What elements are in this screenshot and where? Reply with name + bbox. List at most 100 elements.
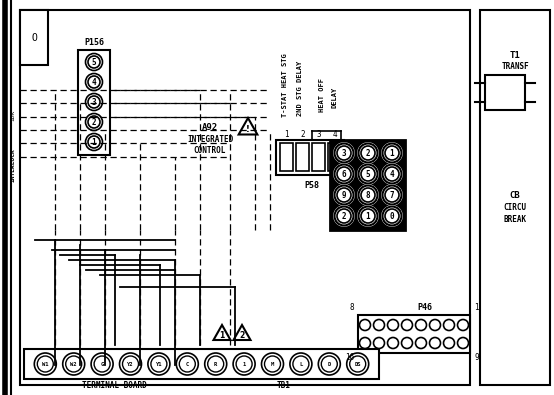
Text: A92: A92 bbox=[202, 122, 218, 132]
Circle shape bbox=[361, 188, 375, 202]
Circle shape bbox=[337, 167, 351, 181]
Circle shape bbox=[373, 337, 384, 348]
Text: Y1: Y1 bbox=[156, 361, 162, 367]
Text: 9: 9 bbox=[342, 190, 346, 199]
Circle shape bbox=[321, 356, 337, 372]
Text: 0: 0 bbox=[389, 211, 394, 220]
Circle shape bbox=[361, 146, 375, 160]
Circle shape bbox=[261, 353, 284, 375]
Text: 2: 2 bbox=[366, 149, 370, 158]
Circle shape bbox=[85, 113, 102, 130]
Circle shape bbox=[358, 143, 377, 162]
Circle shape bbox=[151, 356, 167, 372]
Bar bbox=[276, 140, 344, 175]
Text: D: D bbox=[327, 361, 331, 367]
Circle shape bbox=[176, 353, 198, 375]
Bar bbox=[480, 10, 550, 385]
Text: 6: 6 bbox=[342, 169, 346, 179]
Text: 1: 1 bbox=[219, 331, 224, 340]
Text: DS: DS bbox=[355, 361, 361, 367]
Circle shape bbox=[382, 164, 402, 184]
Bar bbox=[312, 143, 325, 171]
Circle shape bbox=[334, 143, 354, 163]
Circle shape bbox=[337, 209, 351, 223]
Text: 1: 1 bbox=[92, 137, 96, 147]
Text: 4: 4 bbox=[389, 169, 394, 179]
Text: !: ! bbox=[246, 125, 250, 134]
Text: 5: 5 bbox=[366, 169, 370, 179]
Text: 9: 9 bbox=[474, 354, 479, 363]
Circle shape bbox=[204, 353, 227, 375]
Circle shape bbox=[444, 320, 454, 331]
Circle shape bbox=[85, 134, 102, 150]
Text: HEAT OFF: HEAT OFF bbox=[319, 78, 325, 112]
Text: CIRCU: CIRCU bbox=[504, 203, 526, 211]
Text: INTERLOCK: INTERLOCK bbox=[11, 148, 16, 182]
Text: O: O bbox=[31, 33, 37, 43]
Circle shape bbox=[416, 320, 427, 331]
Circle shape bbox=[88, 96, 100, 108]
Circle shape bbox=[382, 143, 402, 163]
Bar bbox=[485, 75, 525, 110]
Circle shape bbox=[335, 164, 353, 184]
Text: TB1: TB1 bbox=[277, 382, 291, 391]
Text: M: M bbox=[271, 361, 274, 367]
Circle shape bbox=[382, 143, 402, 162]
Text: BREAK: BREAK bbox=[504, 214, 526, 224]
Circle shape bbox=[416, 337, 427, 348]
Circle shape bbox=[347, 353, 369, 375]
Circle shape bbox=[358, 185, 378, 205]
Circle shape bbox=[385, 209, 399, 223]
Text: 4: 4 bbox=[332, 130, 337, 139]
Circle shape bbox=[148, 353, 170, 375]
Circle shape bbox=[335, 143, 353, 162]
Text: 4: 4 bbox=[92, 77, 96, 87]
Text: 2: 2 bbox=[300, 130, 305, 139]
Text: 3: 3 bbox=[342, 149, 346, 158]
Text: 5: 5 bbox=[92, 58, 96, 66]
Text: R: R bbox=[214, 361, 217, 367]
Text: 1: 1 bbox=[243, 361, 246, 367]
Text: 2: 2 bbox=[342, 211, 346, 220]
Circle shape bbox=[382, 185, 402, 205]
Circle shape bbox=[382, 186, 402, 205]
Text: W2: W2 bbox=[70, 361, 77, 367]
Text: L: L bbox=[299, 361, 302, 367]
Text: TRANSF: TRANSF bbox=[501, 62, 529, 70]
Circle shape bbox=[360, 320, 371, 331]
Text: 1: 1 bbox=[389, 149, 394, 158]
Circle shape bbox=[319, 353, 340, 375]
Text: 8: 8 bbox=[350, 303, 354, 312]
Bar bbox=[24, 349, 379, 379]
Circle shape bbox=[94, 356, 110, 372]
Circle shape bbox=[334, 185, 354, 205]
Circle shape bbox=[385, 167, 399, 181]
Circle shape bbox=[382, 207, 402, 226]
Text: IDK: IDK bbox=[11, 109, 16, 120]
Text: 3: 3 bbox=[316, 130, 321, 139]
Text: 16: 16 bbox=[345, 354, 354, 363]
Circle shape bbox=[85, 73, 102, 90]
Circle shape bbox=[233, 353, 255, 375]
Circle shape bbox=[385, 188, 399, 202]
Circle shape bbox=[358, 186, 377, 205]
Text: P46: P46 bbox=[418, 303, 433, 312]
Text: Y2: Y2 bbox=[127, 361, 134, 367]
Circle shape bbox=[337, 146, 351, 160]
Circle shape bbox=[402, 320, 413, 331]
Circle shape bbox=[358, 206, 378, 226]
Circle shape bbox=[335, 207, 353, 226]
Text: 1: 1 bbox=[284, 130, 289, 139]
Circle shape bbox=[458, 337, 469, 348]
Circle shape bbox=[373, 320, 384, 331]
Circle shape bbox=[429, 337, 440, 348]
Bar bbox=[330, 140, 405, 230]
Text: 7: 7 bbox=[389, 190, 394, 199]
Circle shape bbox=[429, 320, 440, 331]
Bar bbox=[78, 50, 110, 155]
Text: P156: P156 bbox=[84, 38, 104, 47]
Circle shape bbox=[88, 76, 100, 88]
Circle shape bbox=[122, 356, 138, 372]
Text: CONTROL: CONTROL bbox=[194, 145, 226, 154]
Circle shape bbox=[358, 207, 377, 226]
